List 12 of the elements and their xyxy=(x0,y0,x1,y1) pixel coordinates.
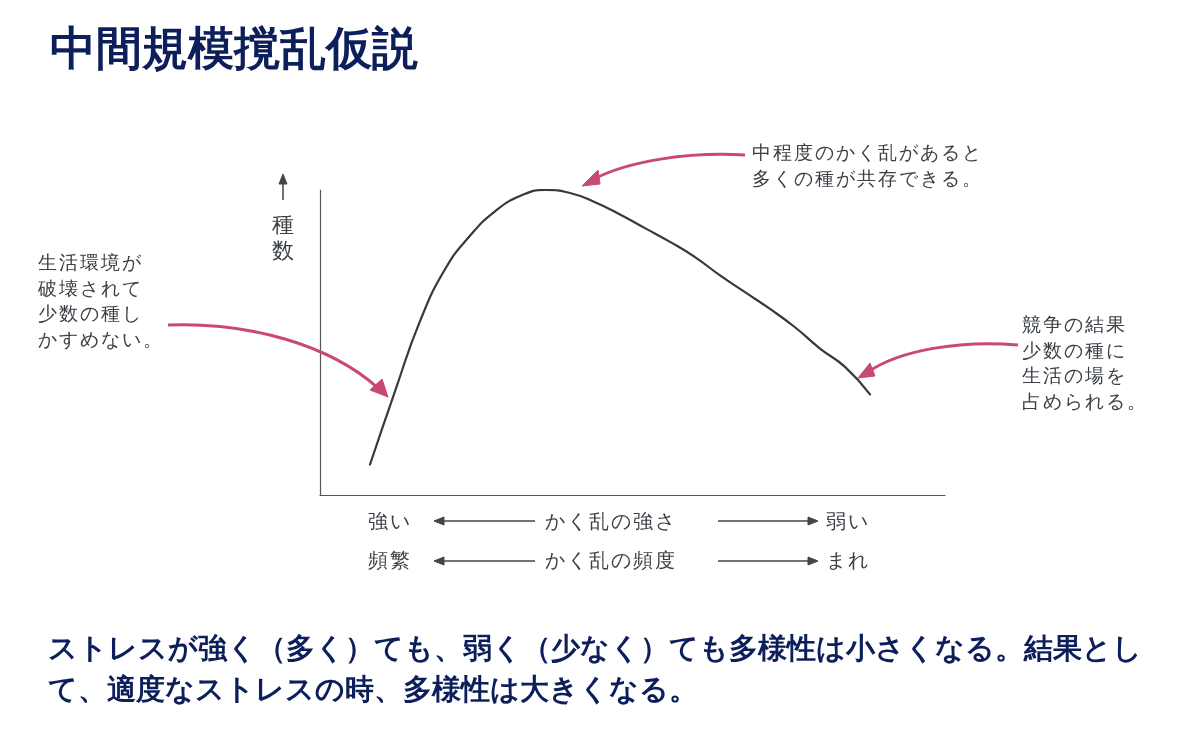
text: 頻繁 xyxy=(368,547,412,574)
y-axis-title: 種数 xyxy=(272,212,296,265)
chart-title: 中間規模撹乱仮説 xyxy=(50,20,418,77)
text: 弱い xyxy=(826,508,870,535)
text: まれ xyxy=(826,547,870,574)
text: 生活環境が破壊されて少数の種しかすめない。 xyxy=(38,250,164,352)
text: ストレスが強く（多く）ても、弱く（少なく）ても多様性は小さくなる。結果として、適度なストレスの時、多様性は大きくなる。 xyxy=(48,630,1143,708)
text: 競争の結果少数の種に生活の場を占められる。 xyxy=(1022,312,1148,414)
text: 強い xyxy=(368,508,412,535)
text: かく乱の頻度 xyxy=(545,547,677,574)
x-axis-title: かく乱の強さ xyxy=(545,508,677,535)
text: 中程度のかく乱があると多くの種が共存できる。 xyxy=(752,140,983,191)
